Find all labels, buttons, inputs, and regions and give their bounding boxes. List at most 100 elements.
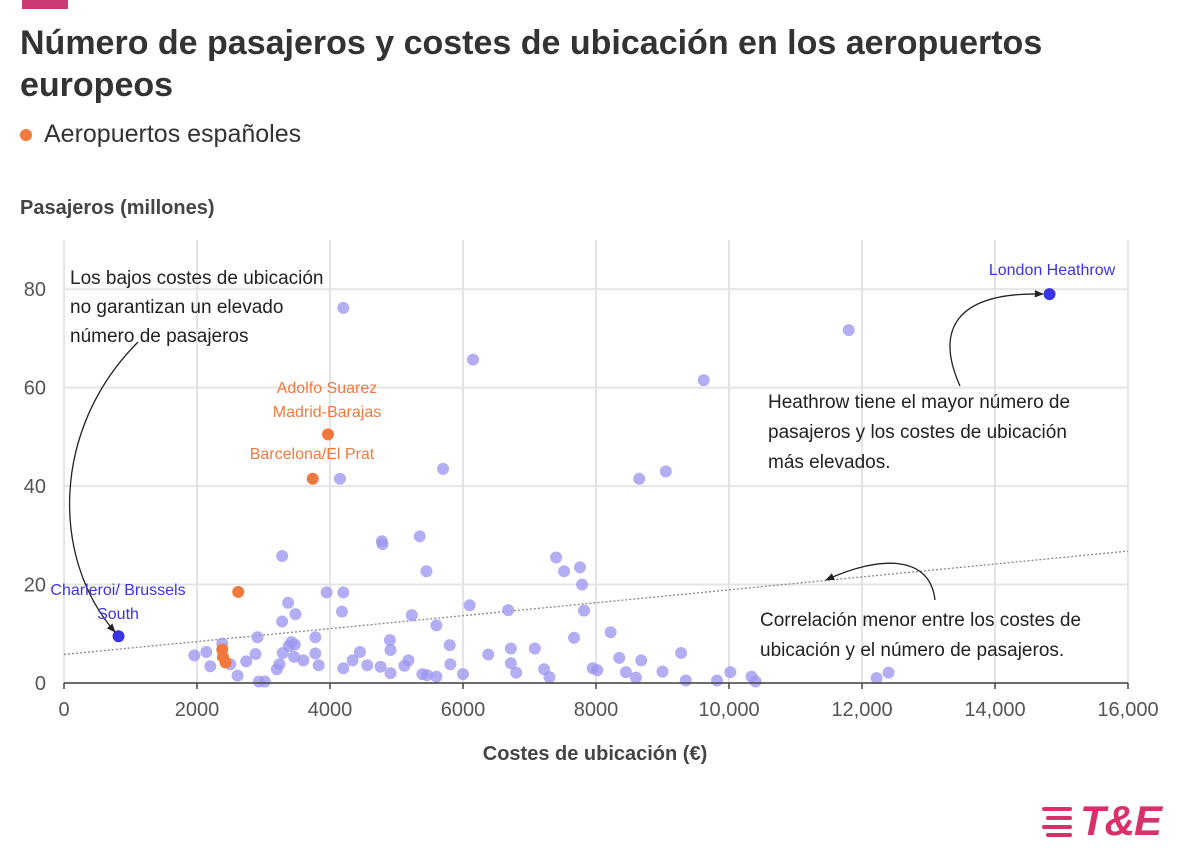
y-tick-label-2: 40 [24, 476, 46, 498]
point-series2-79 [629, 671, 642, 684]
point-series2-24 [405, 609, 418, 622]
point-series2-19 [337, 586, 350, 599]
point-series2-52 [346, 654, 359, 667]
annotation-heathrow-line-3: más elevados. [768, 452, 891, 473]
point-series2-27 [502, 604, 515, 617]
x-tick-label-8: 16,000 [1097, 699, 1158, 721]
point-series2-7 [659, 465, 672, 478]
point-series2-67 [457, 668, 469, 681]
label-heathrow: London Heathrow [989, 262, 1116, 279]
annotation-correlation-line-1: Correlación menor entre los costes de [760, 610, 1081, 631]
point-series2-43 [204, 660, 217, 673]
point-series2-47 [249, 647, 262, 660]
y-tick-label-3: 60 [24, 378, 46, 400]
x-tick-label-1: 2000 [175, 699, 220, 721]
point-series2-72 [528, 642, 541, 655]
label-madrid-line-2: Madrid-Barajas [273, 404, 381, 421]
point-series2-39 [251, 631, 264, 644]
point-series2-3 [697, 374, 710, 387]
point-series2-45 [231, 669, 244, 682]
point-series2-30 [309, 631, 322, 644]
point-series2-23 [276, 615, 289, 628]
x-tick-label-5: 10,000 [698, 699, 759, 721]
y-axis-title: Pasajeros (millones) [20, 197, 215, 219]
point-series2-14 [558, 565, 571, 578]
point-series2-53 [353, 645, 366, 658]
point-series2-89 [882, 666, 895, 679]
point-series2-49 [258, 675, 271, 688]
point-series2-80 [635, 654, 648, 667]
point-series2-11 [276, 550, 289, 563]
x-tick-label-0: 0 [58, 699, 69, 721]
point-series0-5 [219, 656, 232, 669]
point-series2-63 [421, 669, 434, 682]
point-series2-36 [297, 654, 310, 667]
point-series2-59 [384, 667, 397, 680]
point-series2-21 [282, 596, 295, 609]
point-series2-54 [361, 659, 374, 672]
point-series2-68 [482, 648, 495, 661]
point-series2-71 [510, 666, 523, 679]
point-series2-77 [613, 651, 626, 664]
point-series2-12 [420, 565, 433, 578]
point-series2-64 [430, 670, 443, 683]
point-series2-58 [384, 644, 397, 657]
point-series2-83 [679, 674, 692, 687]
te-logo-icon [1042, 807, 1072, 837]
chart-labels: Adolfo Suarez Madrid-Barajas Barcelona/El … [50, 262, 1115, 661]
annotation-heathrow-line-2: pasajeros y los costes de ubicación [768, 422, 1067, 443]
point-series2-88 [870, 672, 883, 685]
x-tick-label-7: 14,000 [964, 699, 1025, 721]
point-series1-1 [112, 630, 125, 643]
label-charleroi-line-1: Charleroi/ Brussels [50, 582, 185, 599]
point-series2-38 [312, 659, 325, 672]
axes: 0 2000 4000 6000 8000 10,000 12,000 14,000 16,00… [20, 197, 1159, 765]
chart-legend: Aeropuertos españoles [20, 120, 301, 149]
point-series2-78 [619, 666, 632, 679]
point-series2-29 [604, 626, 617, 639]
point-series2-57 [383, 634, 396, 647]
point-series2-42 [188, 649, 201, 662]
point-series2-20 [335, 605, 348, 618]
point-series2-1 [466, 353, 479, 366]
annotation-low-costs-line-1: Los bajos costes de ubicación [70, 268, 324, 289]
arrow-to-trendline [825, 562, 936, 601]
x-tick-label-6: 12,000 [831, 699, 892, 721]
point-series2-13 [550, 551, 563, 564]
label-madrid-line-1: Adolfo Suarez [277, 380, 378, 397]
page-title: Número de pasajeros y costes de ubicació… [20, 24, 1043, 104]
point-series0-0 [322, 428, 335, 441]
point-series2-46 [240, 655, 253, 668]
point-series2-9 [376, 538, 389, 551]
point-series2-26 [463, 599, 476, 612]
point-series2-35 [288, 650, 301, 663]
legend-marker-spanish [20, 128, 32, 141]
label-barcelona: Barcelona/El Prat [250, 446, 375, 463]
point-series2-61 [402, 654, 415, 667]
point-series2-22 [289, 608, 302, 621]
point-series2-85 [724, 666, 737, 679]
point-series2-55 [337, 662, 350, 675]
te-logo: T&E [1040, 797, 1162, 845]
point-series2-4 [437, 462, 450, 475]
point-series2-2 [842, 324, 855, 337]
point-series2-10 [413, 530, 426, 543]
point-series2-6 [633, 472, 646, 485]
point-series2-66 [444, 658, 457, 671]
y-tick-label-1: 20 [24, 575, 46, 597]
point-series2-18 [320, 586, 333, 599]
point-series2-84 [711, 674, 724, 687]
point-series2-37 [309, 647, 322, 660]
point-series2-56 [374, 660, 387, 673]
annotation-heathrow-line-1: Heathrow tiene el mayor número de [768, 392, 1070, 413]
point-series2-25 [430, 619, 443, 632]
point-series2-5 [333, 472, 346, 485]
x-axis-title: Costes de ubicación (€) [483, 743, 708, 765]
point-series2-28 [568, 631, 581, 644]
y-tick-label-0: 0 [35, 673, 46, 695]
point-series2-87 [749, 675, 762, 688]
annotation-arrows [68, 290, 1044, 633]
point-series2-70 [504, 657, 517, 670]
arrow-to-charleroi [68, 341, 139, 633]
